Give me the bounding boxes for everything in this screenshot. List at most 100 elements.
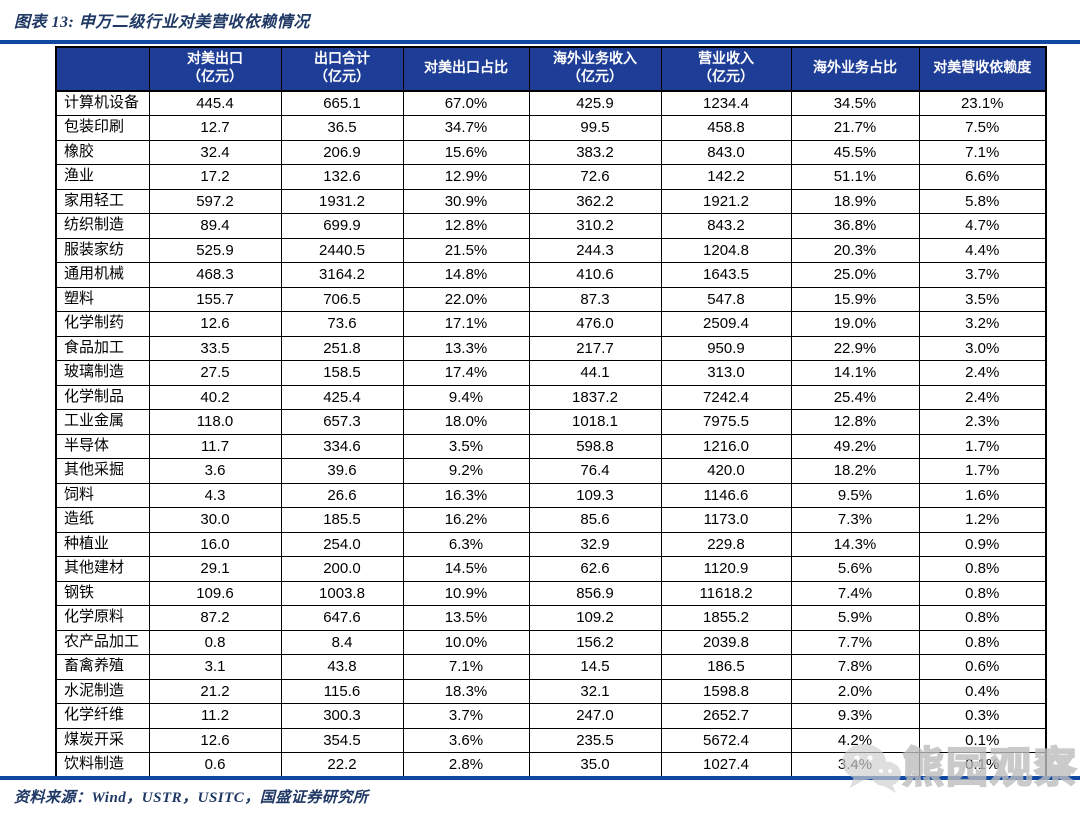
value-cell: 18.0% (402, 409, 530, 435)
value-cell: 89.4 (148, 213, 282, 239)
value-cell: 12.7 (148, 115, 282, 141)
industry-name-cell: 种植业 (55, 531, 150, 557)
value-cell: 950.9 (660, 335, 792, 361)
value-cell: 33.5 (148, 335, 282, 361)
table-row: 造纸 30.0 185.5 16.2% 85.6 1173.0 7.3% 1.2% (55, 507, 1047, 533)
value-cell: 2.4% (918, 384, 1047, 410)
value-cell: 7242.4 (660, 384, 792, 410)
value-cell: 525.9 (148, 237, 282, 263)
value-cell: 12.9% (402, 164, 530, 190)
value-cell: 20.3% (790, 237, 920, 263)
value-cell: 115.6 (280, 678, 404, 704)
value-cell: 425.4 (280, 384, 404, 410)
value-cell: 425.9 (528, 90, 662, 116)
table-row: 通用机械 468.3 3164.2 14.8% 410.6 1643.5 25.0% 3.7% (55, 262, 1047, 288)
value-cell: 699.9 (280, 213, 404, 239)
value-cell: 1855.2 (660, 605, 792, 631)
value-cell: 76.4 (528, 458, 662, 484)
value-cell: 3164.2 (280, 262, 404, 288)
value-cell: 2.3% (918, 409, 1047, 435)
col-header-0 (55, 46, 150, 92)
industry-name-cell: 化学纤维 (55, 703, 150, 729)
value-cell: 3.2% (918, 311, 1047, 337)
value-cell: 3.7% (918, 262, 1047, 288)
value-cell: 0.8% (918, 580, 1047, 606)
value-cell: 87.3 (528, 286, 662, 312)
value-cell: 3.5% (402, 433, 530, 459)
value-cell: 4.2% (790, 727, 920, 753)
value-cell: 155.7 (148, 286, 282, 312)
value-cell: 18.2% (790, 458, 920, 484)
value-cell: 206.9 (280, 139, 404, 165)
value-cell: 0.8% (918, 629, 1047, 655)
value-cell: 362.2 (528, 188, 662, 214)
value-cell: 11.2 (148, 703, 282, 729)
value-cell: 30.9% (402, 188, 530, 214)
value-cell: 19.0% (790, 311, 920, 337)
value-cell: 458.8 (660, 115, 792, 141)
value-cell: 1643.5 (660, 262, 792, 288)
value-cell: 1598.8 (660, 678, 792, 704)
value-cell: 0.1% (918, 727, 1047, 753)
value-cell: 11618.2 (660, 580, 792, 606)
value-cell: 22.9% (790, 335, 920, 361)
value-cell: 185.5 (280, 507, 404, 533)
col-header-7: 对美营收依赖度 (918, 46, 1047, 92)
industry-name-cell: 包装印刷 (55, 115, 150, 141)
value-cell: 62.6 (528, 556, 662, 582)
value-cell: 2.4% (918, 360, 1047, 386)
value-cell: 12.6 (148, 311, 282, 337)
value-cell: 27.5 (148, 360, 282, 386)
value-cell: 67.0% (402, 90, 530, 116)
industry-name-cell: 煤炭开采 (55, 727, 150, 753)
value-cell: 468.3 (148, 262, 282, 288)
table-body: 计算机设备 445.4 665.1 67.0% 425.9 1234.4 34.5% 23.1… (55, 90, 1047, 778)
industry-name-cell: 化学制药 (55, 311, 150, 337)
table-row: 饲料 4.3 26.6 16.3% 109.3 1146.6 9.5% 1.6% (55, 482, 1047, 508)
value-cell: 3.6 (148, 458, 282, 484)
value-cell: 3.7% (402, 703, 530, 729)
table-header: 对美出口 （亿元） 出口合计 （亿元） 对美出口占比 海外业务收入 （亿元） 营业收入 … (55, 46, 1047, 92)
value-cell: 15.6% (402, 139, 530, 165)
value-cell: 30.0 (148, 507, 282, 533)
industry-name-cell: 水泥制造 (55, 678, 150, 704)
value-cell: 657.3 (280, 409, 404, 435)
value-cell: 4.7% (918, 213, 1047, 239)
industry-name-cell: 饲料 (55, 482, 150, 508)
value-cell: 1018.1 (528, 409, 662, 435)
industry-name-cell: 农产品加工 (55, 629, 150, 655)
industry-name-cell: 渔业 (55, 164, 150, 190)
value-cell: 254.0 (280, 531, 404, 557)
table-row: 化学制品 40.2 425.4 9.4% 1837.2 7242.4 25.4% 2.4% (55, 384, 1047, 410)
value-cell: 1.2% (918, 507, 1047, 533)
table-row: 化学原料 87.2 647.6 13.5% 109.2 1855.2 5.9% 0.8% (55, 605, 1047, 631)
source-note: 资料来源：Wind，USTR，USITC，国盛证券研究所 (14, 790, 369, 806)
value-cell: 8.4 (280, 629, 404, 655)
value-cell: 843.2 (660, 213, 792, 239)
value-cell: 132.6 (280, 164, 404, 190)
industry-name-cell: 造纸 (55, 507, 150, 533)
value-cell: 3.0% (918, 335, 1047, 361)
value-cell: 1.7% (918, 433, 1047, 459)
table-row: 煤炭开采 12.6 354.5 3.6% 235.5 5672.4 4.2% 0.1% (55, 727, 1047, 753)
table-row: 包装印刷 12.7 36.5 34.7% 99.5 458.8 21.7% 7.5% (55, 115, 1047, 141)
bottom-rule (0, 776, 1080, 780)
value-cell: 647.6 (280, 605, 404, 631)
value-cell: 235.5 (528, 727, 662, 753)
value-cell: 109.3 (528, 482, 662, 508)
table-row: 玻璃制造 27.5 158.5 17.4% 44.1 313.0 14.1% 2.4% (55, 360, 1047, 386)
value-cell: 6.6% (918, 164, 1047, 190)
value-cell: 10.9% (402, 580, 530, 606)
table-row: 工业金属 118.0 657.3 18.0% 1018.1 7975.5 12.8% 2.3% (55, 409, 1047, 435)
value-cell: 843.0 (660, 139, 792, 165)
value-cell: 45.5% (790, 139, 920, 165)
value-cell: 32.1 (528, 678, 662, 704)
value-cell: 73.6 (280, 311, 404, 337)
industry-name-cell: 玻璃制造 (55, 360, 150, 386)
table-row: 钢铁 109.6 1003.8 10.9% 856.9 11618.2 7.4% 0.8% (55, 580, 1047, 606)
value-cell: 12.8% (790, 409, 920, 435)
value-cell: 0.3% (918, 703, 1047, 729)
value-cell: 34.7% (402, 115, 530, 141)
value-cell: 547.8 (660, 286, 792, 312)
col-header-3: 对美出口占比 (402, 46, 530, 92)
